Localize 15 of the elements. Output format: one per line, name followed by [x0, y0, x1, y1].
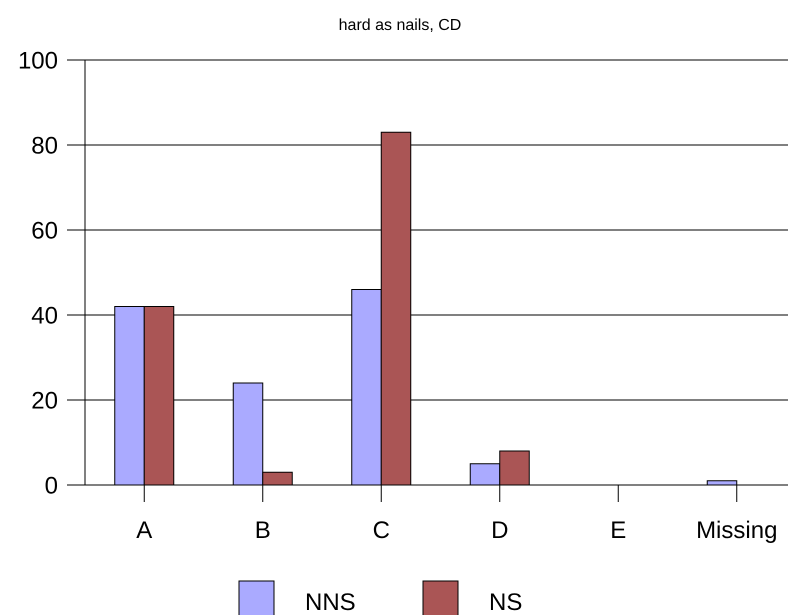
x-tick-label: Missing [696, 517, 778, 544]
y-tick-label: 100 [18, 47, 58, 74]
y-tick-label: 80 [31, 132, 58, 160]
y-tick-label: 0 [44, 472, 58, 500]
legend-label: NS [489, 589, 522, 615]
x-tick-label: E [610, 517, 626, 544]
y-tick-label: 20 [31, 387, 58, 414]
legend-label: NNS [305, 589, 356, 615]
x-tick-label: B [254, 517, 271, 544]
x-tick-label: A [136, 517, 152, 544]
y-tick-label: 60 [31, 217, 58, 244]
x-tick-label: D [491, 517, 508, 544]
chart-title: hard as nails, CD [338, 17, 462, 34]
y-tick-label: 40 [31, 302, 58, 330]
x-tick-label: C [372, 517, 390, 544]
